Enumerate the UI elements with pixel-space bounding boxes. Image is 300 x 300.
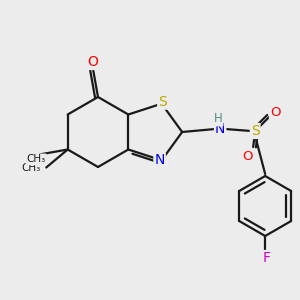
Text: S: S [251, 124, 260, 138]
Text: S: S [158, 95, 167, 109]
Text: O: O [242, 149, 252, 163]
Text: F: F [262, 251, 270, 265]
Text: H: H [214, 112, 223, 125]
Text: CH₃: CH₃ [26, 154, 46, 164]
Text: O: O [270, 106, 280, 119]
Text: O: O [88, 55, 98, 69]
Text: CH₃: CH₃ [21, 164, 40, 173]
Text: N: N [215, 122, 225, 136]
Text: N: N [154, 153, 165, 167]
